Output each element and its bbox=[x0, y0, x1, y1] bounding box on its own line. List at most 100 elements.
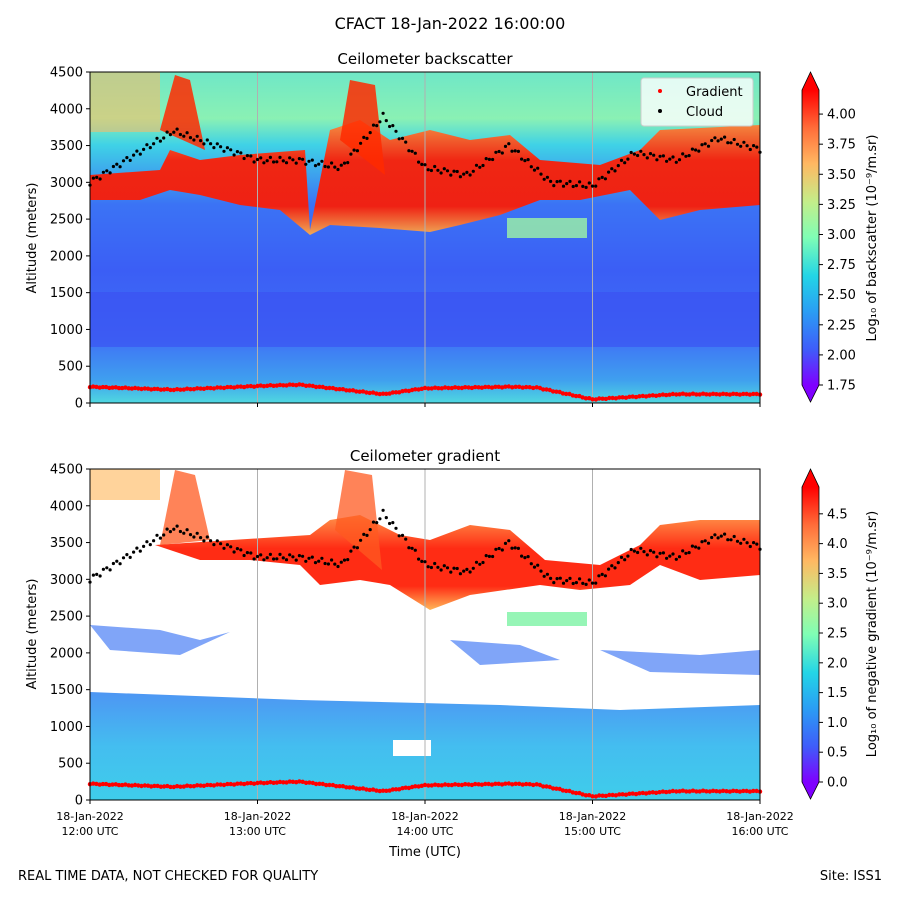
gradient-point bbox=[310, 383, 315, 389]
cloud-point bbox=[420, 162, 424, 166]
gradient-point bbox=[597, 396, 602, 401]
cloud-point bbox=[320, 159, 324, 163]
gradient-point bbox=[640, 790, 645, 796]
gradient-point bbox=[520, 385, 525, 390]
cloud-point bbox=[442, 167, 446, 171]
cloud-point bbox=[507, 539, 511, 543]
gradient-point bbox=[277, 779, 283, 785]
gradient-point bbox=[459, 782, 465, 788]
gradient-point bbox=[245, 384, 250, 389]
cloud-point bbox=[165, 527, 169, 531]
cloud-point bbox=[587, 181, 591, 185]
gradient-point bbox=[195, 783, 200, 788]
cloud-point bbox=[729, 141, 733, 145]
cloud-point bbox=[697, 546, 701, 550]
gradient-point bbox=[201, 783, 207, 788]
gradient-point bbox=[337, 784, 342, 789]
gradient-point bbox=[320, 781, 325, 787]
gradient-point bbox=[607, 395, 612, 401]
gradient-point bbox=[704, 392, 709, 397]
gradient-point bbox=[393, 787, 399, 792]
gradient-point bbox=[694, 392, 699, 397]
cloud-point bbox=[111, 561, 115, 566]
gradient-point bbox=[727, 789, 733, 794]
y-tick-label: 3500 bbox=[50, 536, 83, 551]
gradient-point bbox=[544, 387, 549, 392]
cloud-point bbox=[632, 152, 637, 156]
gradient-point bbox=[327, 385, 332, 391]
cloud-point bbox=[465, 567, 469, 572]
y-tick-label: 2000 bbox=[50, 249, 83, 264]
gradient-point bbox=[690, 788, 696, 793]
gradient-point bbox=[550, 786, 556, 791]
gradient-point bbox=[377, 391, 382, 397]
gradient-point bbox=[670, 391, 676, 397]
cloud-point bbox=[513, 546, 517, 550]
gradient-point bbox=[744, 391, 749, 397]
gradient-point bbox=[188, 387, 193, 392]
cloud-point bbox=[726, 538, 730, 542]
cloud-point bbox=[404, 140, 408, 144]
gradient-point bbox=[593, 397, 599, 402]
cloud-point bbox=[239, 548, 243, 552]
cloud-point bbox=[349, 152, 353, 156]
cloud-point bbox=[229, 545, 233, 549]
cloud-point bbox=[578, 180, 582, 184]
gradient-point bbox=[452, 782, 458, 787]
y-tick-label: 500 bbox=[58, 757, 83, 772]
gradient-point bbox=[687, 789, 692, 794]
gradient-point bbox=[469, 782, 475, 788]
gradient-point bbox=[403, 785, 408, 790]
cloud-point bbox=[388, 521, 392, 526]
backscatter-colorbar-label: Log₁₀ of backscatter (10⁻⁹/m.sr) bbox=[865, 135, 880, 342]
gradient-point bbox=[653, 393, 659, 398]
gradient-point bbox=[456, 385, 461, 390]
cloud-point bbox=[594, 581, 598, 585]
cloud-point bbox=[478, 562, 482, 566]
cloud-point bbox=[410, 546, 414, 550]
gradient-point bbox=[627, 394, 632, 399]
gradient-point bbox=[717, 789, 722, 794]
gradient-point bbox=[517, 781, 522, 786]
gradient-point bbox=[483, 384, 488, 390]
y-tick-label: 2500 bbox=[50, 610, 83, 625]
gradient-point bbox=[531, 385, 536, 391]
gradient-point bbox=[697, 392, 702, 397]
gradient-title: Ceilometer gradient bbox=[350, 447, 500, 465]
cloud-point bbox=[317, 162, 321, 166]
cloud-point bbox=[209, 142, 213, 146]
gradient-point bbox=[225, 384, 230, 390]
cloud-point bbox=[748, 544, 752, 549]
cloud-point bbox=[639, 149, 643, 153]
gradient-point bbox=[493, 781, 498, 786]
gradient-point bbox=[610, 792, 615, 798]
gradient-point bbox=[139, 783, 144, 789]
gradient-point bbox=[637, 394, 642, 399]
cloud-point bbox=[301, 554, 305, 558]
gradient-point bbox=[367, 390, 372, 396]
gradient-point bbox=[664, 789, 669, 795]
colorbar-tick-label: 3.25 bbox=[827, 198, 856, 213]
cloud-point bbox=[623, 558, 627, 562]
cloud-point bbox=[597, 574, 601, 578]
gradient-point bbox=[547, 387, 552, 393]
cloud-point bbox=[323, 164, 327, 169]
cloud-point bbox=[91, 573, 95, 577]
backscatter-colorbar: 1.75 2.00 2.25 2.50 2.75 3.00 3.25 3.50 3.75 4.00… bbox=[801, 71, 880, 403]
gradient-point bbox=[503, 384, 508, 389]
gradient-point bbox=[590, 397, 595, 402]
cloud-point bbox=[284, 161, 289, 165]
gradient-cloud-layer bbox=[155, 515, 760, 610]
gradient-point bbox=[499, 782, 505, 787]
gradient-point bbox=[439, 783, 444, 788]
gradient-aerosol-patch bbox=[90, 469, 160, 500]
gradient-point bbox=[720, 391, 726, 396]
cloud-point bbox=[584, 185, 588, 189]
gradient-point bbox=[674, 789, 679, 794]
gradient-point bbox=[330, 385, 336, 391]
cloud-point bbox=[539, 569, 543, 573]
cloud-point bbox=[677, 555, 682, 559]
cloud-point bbox=[616, 561, 620, 565]
cloud-point bbox=[552, 581, 556, 585]
gradient-point bbox=[534, 385, 539, 390]
